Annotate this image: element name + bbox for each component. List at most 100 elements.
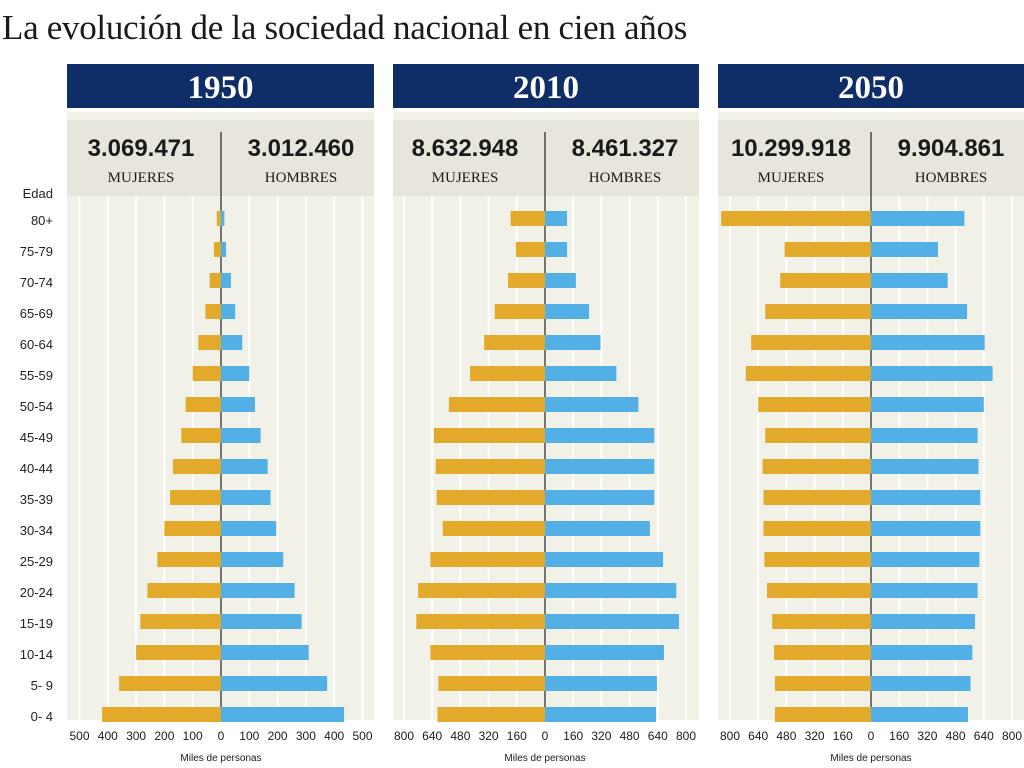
label-mujeres: MUJERES [432,170,499,186]
bar-hombres [871,273,948,288]
label-mujeres: MUJERES [108,170,175,186]
bar-hombres [871,335,985,350]
bar-hombres [871,211,965,226]
age-label: 25-29 [19,554,53,569]
bar-mujeres [437,707,545,722]
bar-hombres [871,490,981,505]
bar-hombres [221,645,309,660]
age-label: 45-49 [19,430,53,445]
bar-mujeres [436,490,545,505]
bar-mujeres [507,273,545,288]
x-axis-label: Miles de personas [504,753,585,764]
bar-mujeres [721,211,871,226]
bar-mujeres [172,459,221,474]
age-label: 40-44 [19,461,53,476]
panel-year-title: 2010 [393,64,699,108]
bar-mujeres [418,583,545,598]
bar-hombres [545,211,568,226]
x-tick-label: 640 [648,729,668,743]
label-hombres: HOMBRES [915,170,988,186]
x-tick-label: 400 [98,729,118,743]
bar-hombres [871,366,993,381]
x-tick-label: 480 [620,729,640,743]
bar-hombres [545,614,679,629]
bar-mujeres [438,676,545,691]
bar-mujeres [494,304,545,319]
x-tick-label: 320 [805,729,825,743]
bar-hombres [545,397,639,412]
panel-year-title: 2050 [718,64,1024,108]
bar-hombres [871,304,968,319]
bar-mujeres [784,242,871,257]
bar-hombres [545,428,655,443]
bar-hombres [221,583,295,598]
bar-hombres [221,273,231,288]
bar-hombres [545,366,617,381]
bar-mujeres [430,552,545,567]
bar-mujeres [147,583,221,598]
label-hombres: HOMBRES [265,170,338,186]
age-label: 30-34 [19,523,53,538]
bar-mujeres [774,707,871,722]
total-hombres: 8.461.327 [572,135,679,162]
x-tick-label: 160 [563,729,583,743]
bar-hombres [871,707,968,722]
bar-mujeres [442,521,545,536]
x-tick-label: 800 [676,729,696,743]
x-tick-label: 320 [917,729,937,743]
bar-hombres [545,583,677,598]
bar-mujeres [763,521,871,536]
bar-hombres [871,676,971,691]
bar-mujeres [198,335,221,350]
x-axis-label: Miles de personas [830,753,911,764]
bar-hombres [871,459,979,474]
bar-hombres [545,242,568,257]
age-label: 0- 4 [30,709,53,724]
bar-mujeres [181,428,221,443]
x-tick-label: 100 [183,729,203,743]
x-tick-label: 160 [833,729,853,743]
bar-hombres [545,273,576,288]
x-tick-label: 300 [296,729,316,743]
bar-mujeres [433,428,545,443]
age-label: 75-79 [19,244,53,259]
bar-hombres [221,490,271,505]
bar-hombres [871,242,938,257]
bar-mujeres [765,428,871,443]
age-label: 50-54 [19,399,53,414]
bar-mujeres [213,242,221,257]
bar-mujeres [192,366,221,381]
x-tick-label: 300 [126,729,146,743]
totals-background [393,120,699,196]
age-label: 35-39 [19,492,53,507]
bar-hombres [871,614,975,629]
bar-mujeres [767,583,871,598]
x-tick-label: 200 [268,729,288,743]
bar-mujeres [751,335,871,350]
panel-2010: 2010 [393,64,699,108]
bar-mujeres [774,645,871,660]
age-label: 65-69 [19,306,53,321]
x-tick-label: 480 [450,729,470,743]
label-mujeres: MUJERES [758,170,825,186]
bar-mujeres [765,304,871,319]
x-tick-label: 100 [239,729,259,743]
bar-hombres [545,707,657,722]
bar-hombres [545,552,664,567]
bar-hombres [221,707,345,722]
bar-hombres [871,428,978,443]
bar-mujeres [763,490,871,505]
bar-hombres [221,335,243,350]
bar-hombres [221,366,250,381]
x-tick-label: 200 [154,729,174,743]
bar-mujeres [170,490,221,505]
bar-hombres [871,397,984,412]
bar-mujeres [216,211,221,226]
total-mujeres: 10.299.918 [731,135,851,162]
bar-mujeres [762,459,871,474]
age-label: 80+ [30,213,53,228]
bar-mujeres [136,645,221,660]
bar-hombres [221,242,227,257]
age-label: 55-59 [19,368,53,383]
bar-mujeres [435,459,545,474]
